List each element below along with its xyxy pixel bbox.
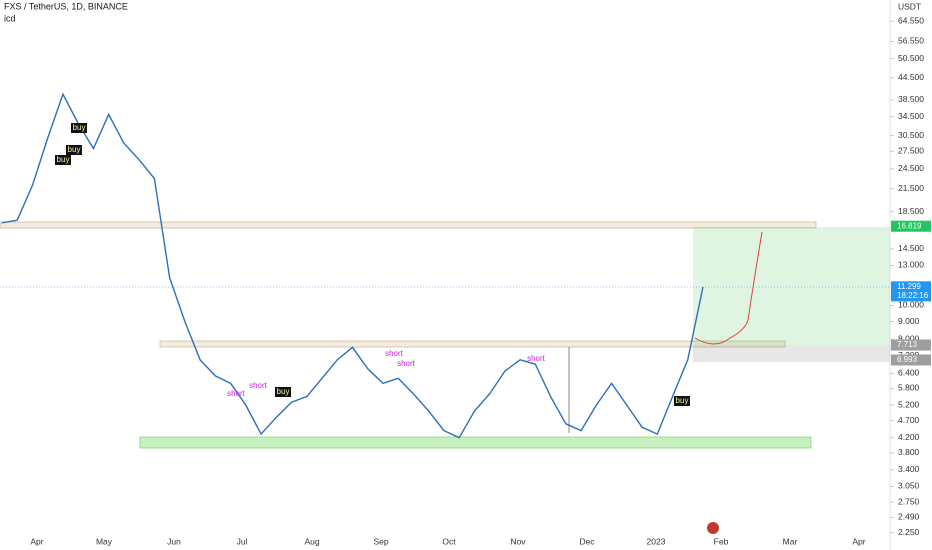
price-tag (891, 339, 931, 351)
price-tag (891, 220, 931, 232)
resistance-zone (0, 221, 817, 229)
y-tick-label: 24.500 (898, 163, 924, 173)
y-tick-label: 13.000 (898, 260, 924, 270)
buy-tag (275, 387, 291, 397)
y-tick-label: 3.400 (898, 464, 920, 474)
buy-label: buy (676, 396, 689, 405)
y-tick-label: 5.200 (898, 399, 920, 409)
buy-label: buy (277, 387, 290, 396)
y-tick-label: 4.700 (898, 415, 920, 425)
y-tick-label: 27.500 (898, 146, 924, 156)
x-tick-label: Dec (579, 536, 595, 546)
price-tag-label: 16.819 (897, 221, 922, 230)
buy-label: buy (68, 145, 81, 154)
y-tick-label: 6.400 (898, 368, 920, 378)
price-tag-label: 7.713 (897, 340, 918, 349)
buy-tag (66, 145, 82, 155)
y-tick-label: 3.800 (898, 447, 920, 457)
y-tick-label: 44.500 (898, 72, 924, 82)
y-tick-label: 3.050 (898, 481, 920, 491)
y-tick-label: 38.500 (898, 94, 924, 104)
price-tag-label: 11.299 (897, 282, 921, 291)
short-label: short (397, 359, 416, 368)
x-tick-label: Nov (510, 536, 526, 546)
y-tick-label: 50.500 (898, 53, 924, 63)
price-tag-time: 18:22:16 (897, 291, 929, 300)
buy-label: buy (57, 155, 70, 164)
stop-box (693, 345, 890, 362)
indicator-name: icd (4, 13, 16, 23)
target-box (693, 227, 890, 345)
x-tick-label: Mar (783, 536, 798, 546)
y-tick-label: 2.250 (898, 527, 920, 537)
flag-icon (707, 522, 719, 534)
y-tick-label: 64.550 (898, 15, 924, 25)
price-line-series (1, 92, 704, 439)
buy-tag (71, 123, 87, 133)
x-tick-label: Apr (852, 536, 865, 546)
x-tick-label: May (96, 536, 113, 546)
y-tick-label: 21.500 (898, 183, 924, 193)
buy-label: buy (73, 123, 86, 132)
projection-curve (694, 231, 763, 345)
y-axis-label: USDT (898, 1, 921, 11)
price-tag (891, 281, 931, 302)
mid-zone (159, 340, 786, 348)
buy-tag (674, 396, 690, 406)
y-tick-label: 14.500 (898, 243, 924, 253)
x-tick-label: Jun (167, 536, 181, 546)
x-tick-label: 2023 (647, 536, 666, 546)
y-tick-label: 34.500 (898, 111, 924, 121)
x-tick-label: Oct (442, 536, 456, 546)
y-tick-label: 8.000 (898, 334, 920, 344)
y-tick-label: 4.200 (898, 432, 920, 442)
short-label: short (227, 389, 246, 398)
price-tag-label: 6.993 (897, 355, 918, 364)
chart-title: FXS / TetherUS, 1D, BINANCE (4, 1, 128, 11)
support-zone (139, 436, 812, 449)
x-tick-label: Aug (304, 536, 319, 546)
x-tick-label: Apr (30, 536, 43, 546)
y-tick-label: 18.500 (898, 206, 924, 216)
y-tick-label: 5.800 (898, 383, 920, 393)
y-tick-label: 2.490 (898, 512, 920, 522)
price-tag (891, 354, 931, 366)
buy-tag (55, 155, 71, 165)
x-tick-label: Jul (237, 536, 248, 546)
short-label: short (385, 349, 404, 358)
y-tick-label: 2.750 (898, 496, 920, 506)
y-tick-label: 30.500 (898, 130, 924, 140)
short-label: short (527, 354, 546, 363)
y-tick-label: 56.550 (898, 36, 924, 46)
y-tick-label: 10.000 (898, 300, 924, 310)
y-tick-label: 9.000 (898, 316, 920, 326)
x-tick-label: Sep (373, 536, 388, 546)
short-label: short (249, 381, 268, 390)
x-tick-label: Feb (714, 536, 729, 546)
